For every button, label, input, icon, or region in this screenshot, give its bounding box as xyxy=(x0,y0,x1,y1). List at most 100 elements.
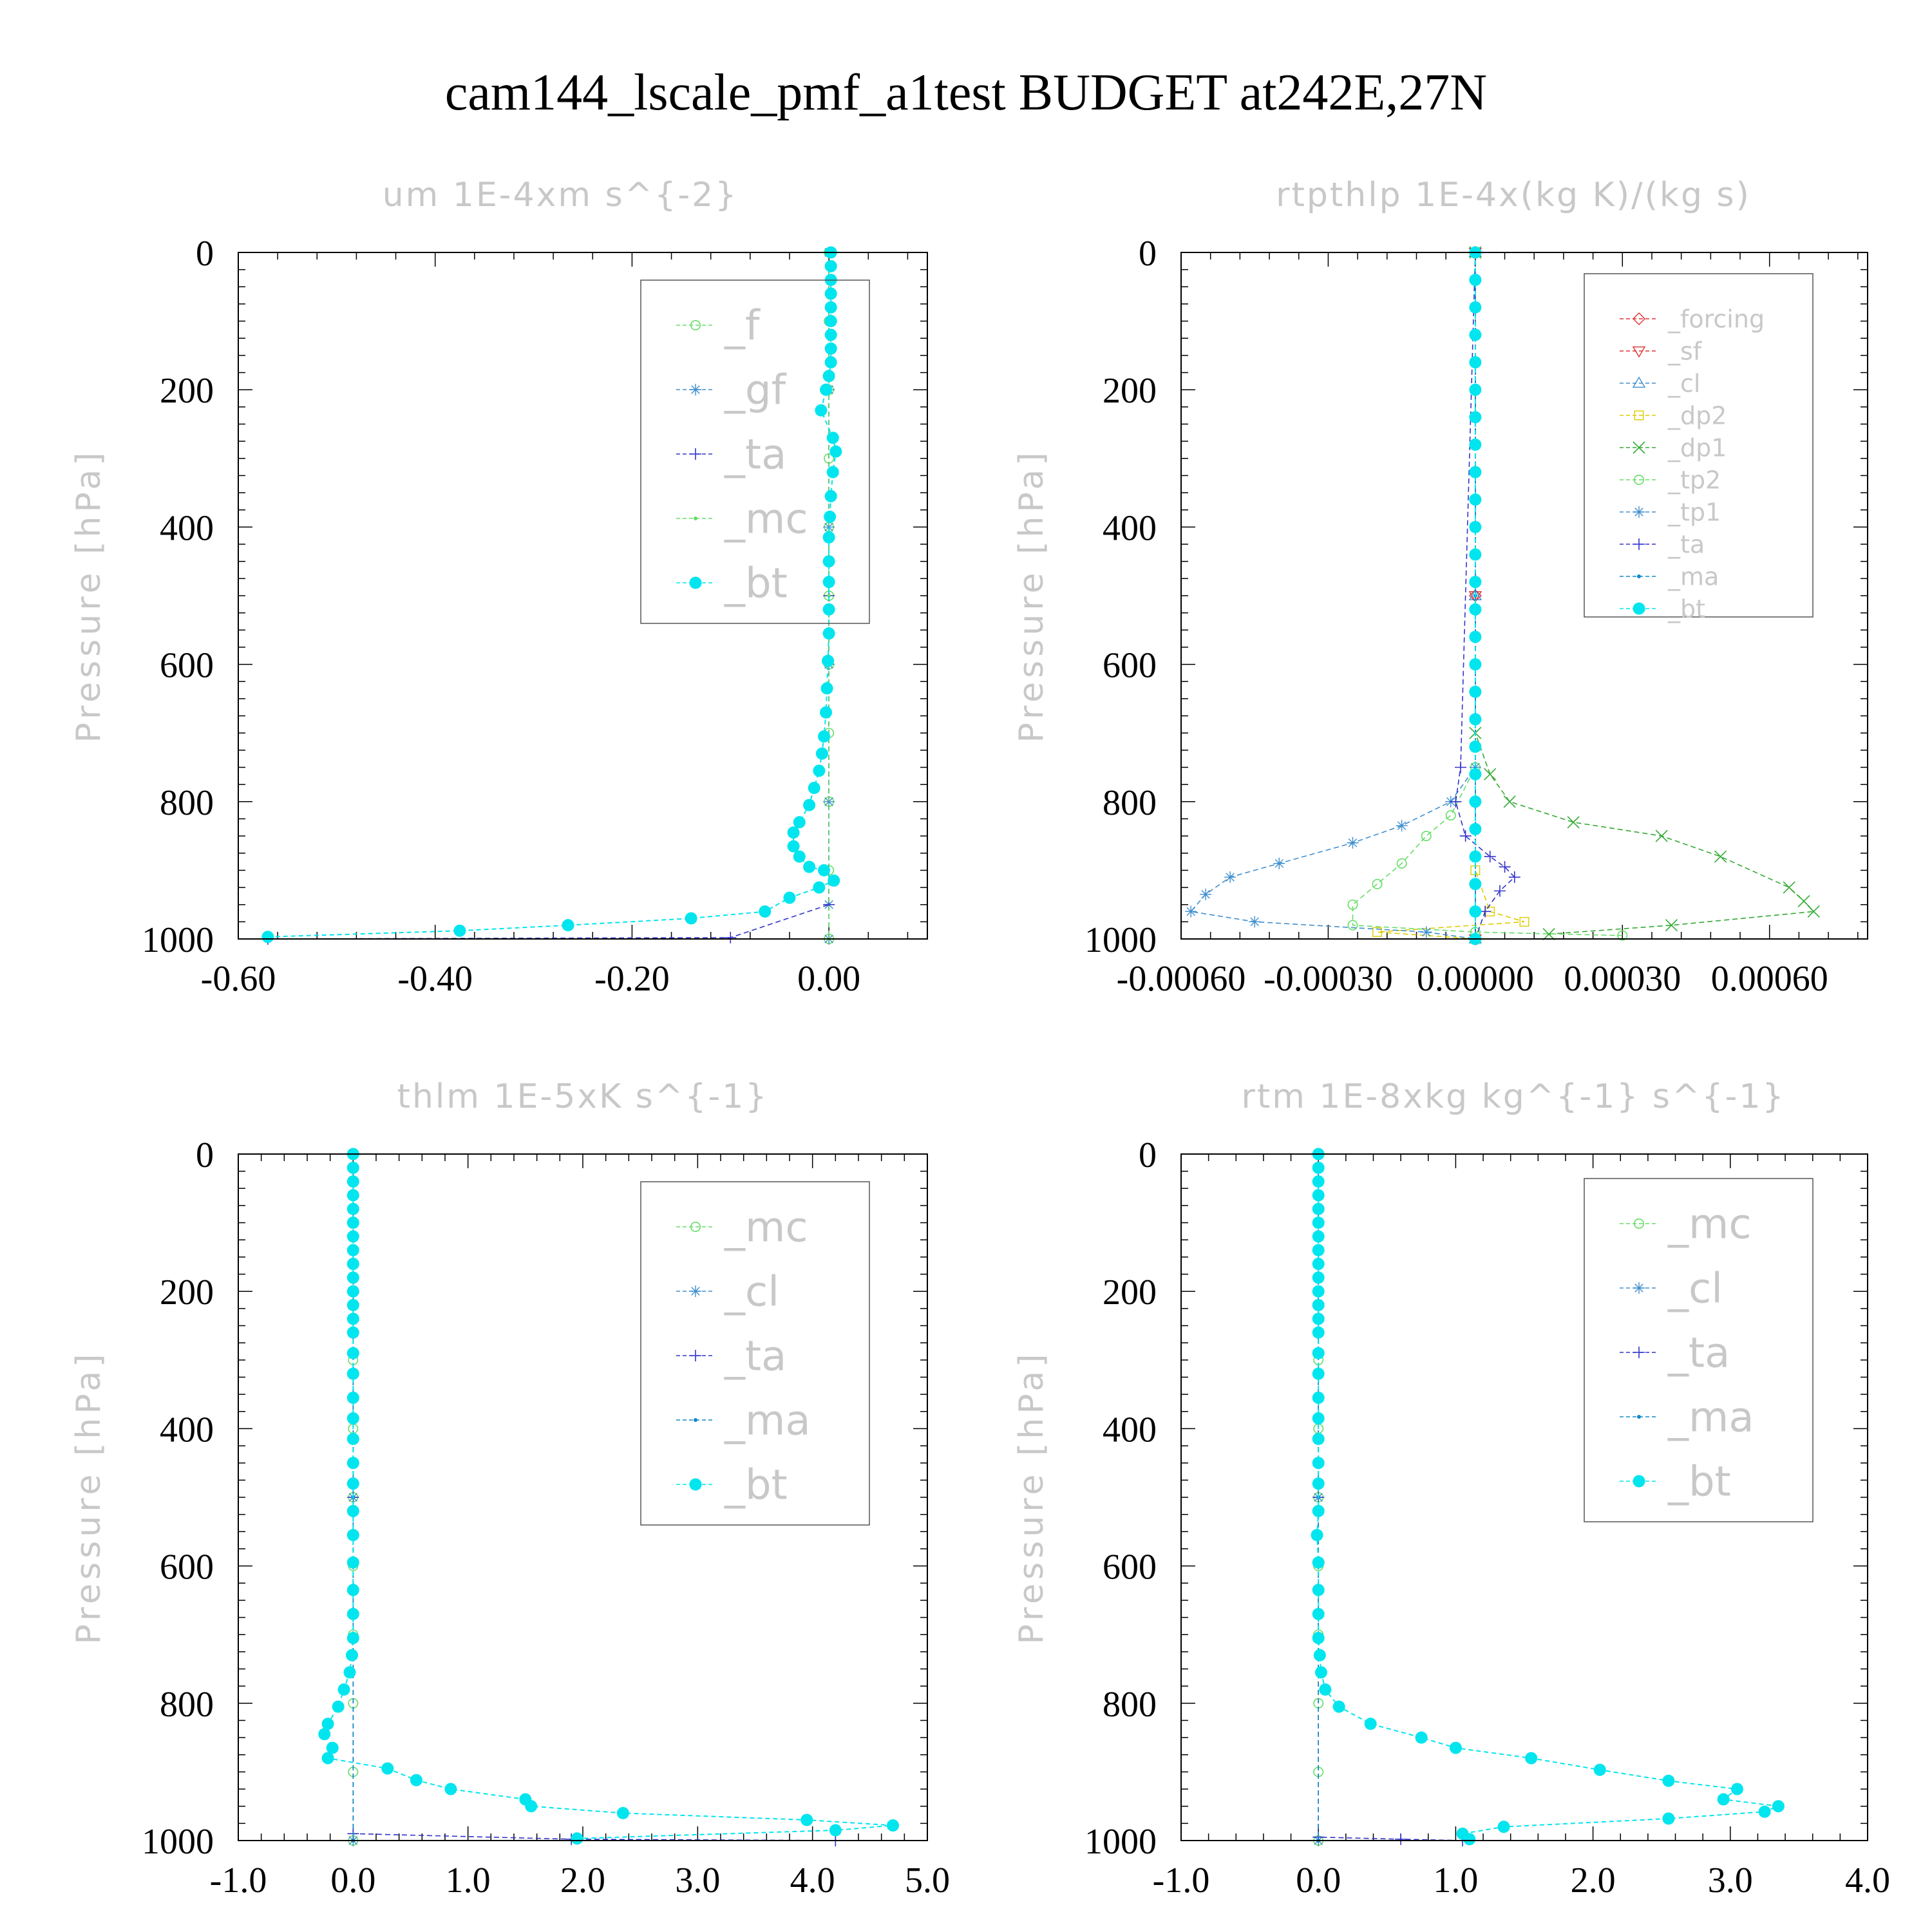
legend-marker xyxy=(1632,346,1646,358)
data-point xyxy=(1469,768,1482,781)
data-point xyxy=(1347,920,1358,931)
chart-panel-2: rtpthlp 1E-4x(kg K)/(kg s) Pressure [hPa]… xyxy=(1012,176,1868,999)
data-point xyxy=(1312,1477,1325,1490)
plot-area xyxy=(261,246,842,945)
data-point xyxy=(616,1806,629,1819)
data-point xyxy=(1593,1763,1606,1776)
data-point xyxy=(1463,1833,1476,1846)
x-tick-label: 4.0 xyxy=(1845,1861,1890,1900)
y-tick-label: 600 xyxy=(1103,646,1157,686)
data-point xyxy=(1469,548,1482,561)
data-point xyxy=(815,747,828,760)
data-point xyxy=(826,466,839,478)
data-point xyxy=(1421,831,1432,842)
data-point xyxy=(759,905,772,918)
data-point xyxy=(1319,1683,1332,1696)
data-point xyxy=(453,924,466,937)
data-point xyxy=(1314,1666,1327,1679)
data-point xyxy=(1450,795,1462,808)
data-point xyxy=(381,1762,394,1775)
y-tick-label: 0 xyxy=(196,234,214,274)
data-point xyxy=(562,919,574,932)
legend-marker xyxy=(1633,1282,1645,1294)
data-point xyxy=(1542,927,1555,941)
data-point xyxy=(1455,761,1467,773)
data-point xyxy=(1273,857,1285,869)
data-point xyxy=(824,510,837,523)
data-point xyxy=(1224,871,1236,884)
data-point xyxy=(326,1741,339,1754)
data-point xyxy=(1312,1391,1325,1404)
data-point xyxy=(793,850,806,863)
legend-marker xyxy=(690,1285,701,1297)
x-tick-label: 0.0 xyxy=(1296,1861,1341,1900)
data-point xyxy=(1312,1244,1325,1256)
data-point xyxy=(822,370,835,383)
x-tick-label: -0.00060 xyxy=(1117,959,1246,999)
legend-box xyxy=(1584,273,1814,618)
legend-label: _ta xyxy=(1667,530,1705,558)
legend-label: _bt xyxy=(1667,594,1705,623)
legend-marker xyxy=(1634,1218,1645,1229)
legend-label: _ma xyxy=(1667,1394,1754,1441)
legend-label: _mc xyxy=(724,1204,808,1251)
data-point xyxy=(820,383,833,396)
legend-label: _ta xyxy=(1667,1329,1730,1377)
figure-title: cam144_lscale_pmf_a1test BUDGET at242E,2… xyxy=(445,64,1487,121)
x-tick-label: 0.0 xyxy=(330,1861,375,1900)
data-point xyxy=(1469,878,1482,891)
x-tick-label: -1.0 xyxy=(1153,1861,1210,1900)
data-point xyxy=(1469,741,1482,753)
legend-label: _gf xyxy=(724,366,787,414)
data-point xyxy=(337,1683,350,1696)
data-point xyxy=(1469,274,1482,287)
data-point xyxy=(1449,1741,1462,1754)
legend-marker xyxy=(1637,574,1641,578)
data-point xyxy=(346,1504,359,1517)
legend-box xyxy=(640,1181,870,1526)
legend: _mc _cl _ta _ma _bt xyxy=(640,1181,870,1526)
data-point xyxy=(824,356,837,369)
series-ta xyxy=(1312,1148,1469,1846)
data-point xyxy=(1347,899,1358,910)
y-axis-label: Pressure [hPa] xyxy=(70,449,108,743)
panels-group: um 1E-4xm s^{-2} Pressure [hPa] -0.60 -0.40… xyxy=(70,176,1890,1900)
y-tick-label: 800 xyxy=(1103,783,1157,823)
legend-label: _ma xyxy=(724,1397,811,1444)
data-point xyxy=(346,1326,359,1339)
y-tick-label: 800 xyxy=(1103,1685,1157,1725)
data-point xyxy=(1503,795,1516,808)
plot-frame xyxy=(1180,252,1868,940)
legend-label: _f xyxy=(724,302,761,350)
plot-frame xyxy=(1180,1153,1868,1841)
series-ta xyxy=(1450,247,1520,945)
legend-marker xyxy=(1634,474,1645,485)
data-point xyxy=(1469,658,1482,671)
data-point xyxy=(1807,905,1820,918)
series-bt xyxy=(1311,1148,1785,1846)
x-tick-label: 1.0 xyxy=(446,1861,491,1900)
data-point xyxy=(346,1299,359,1312)
data-point xyxy=(1662,1774,1675,1787)
y-tick-label: 600 xyxy=(160,646,214,686)
x-tick-label: -0.60 xyxy=(201,959,276,999)
data-point xyxy=(1364,1718,1377,1730)
data-point xyxy=(346,1367,359,1380)
data-point xyxy=(1484,851,1496,863)
y-tick-label: 0 xyxy=(1139,1135,1157,1175)
data-point xyxy=(824,315,837,328)
legend-marker xyxy=(690,1350,701,1361)
chart-panel-4: rtm 1E-8xkg kg^{-1} s^{-1} Pressure [hPa]… xyxy=(1012,1077,1890,1900)
data-point xyxy=(1312,1432,1325,1445)
data-point xyxy=(1797,895,1810,907)
data-point xyxy=(1311,1529,1323,1542)
x-tick-label: -0.00030 xyxy=(1264,959,1393,999)
data-point xyxy=(346,1202,359,1215)
legend-label: _tp1 xyxy=(1667,498,1721,526)
x-tick-label: -0.20 xyxy=(594,959,670,999)
data-point xyxy=(787,840,800,853)
y-tick-label: 800 xyxy=(160,783,214,823)
data-point xyxy=(1312,1271,1325,1284)
data-point xyxy=(1312,1285,1325,1298)
